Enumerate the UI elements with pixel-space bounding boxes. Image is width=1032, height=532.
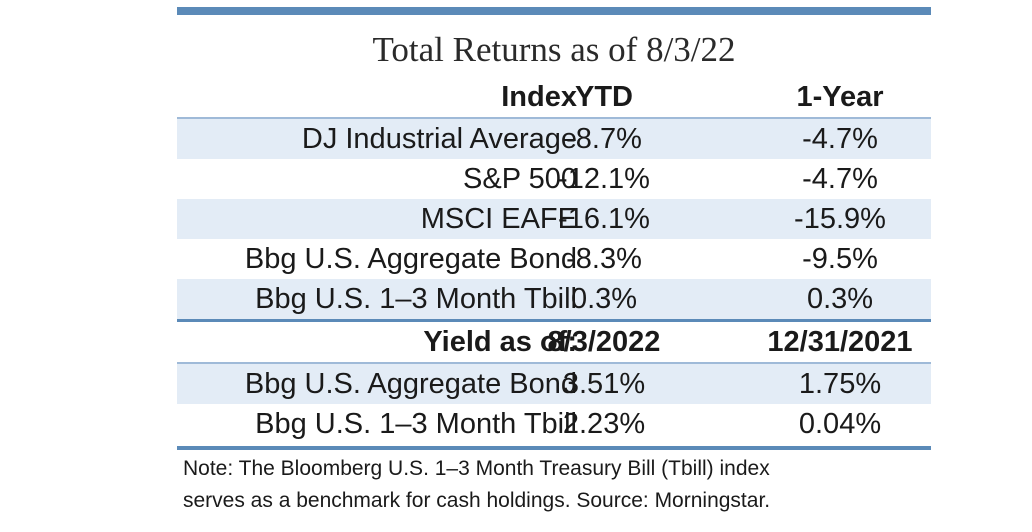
yield-date1-value: 3.51% <box>562 368 646 400</box>
header-yield-label: Yield as of: <box>423 326 577 358</box>
returns-table: Total Returns as of 8/3/22 Index YTD 1-Y… <box>177 7 931 450</box>
one-year-value: -15.9% <box>794 203 886 235</box>
index-name: Bbg U.S. 1–3 Month Tbill <box>255 408 577 440</box>
table-row: Bbg U.S. Aggregate Bond -8.3% -9.5% <box>177 239 931 279</box>
header-index: Index <box>501 81 577 113</box>
yield-date2-value: 0.04% <box>798 408 882 440</box>
ytd-value: -8.7% <box>566 123 642 155</box>
table-row: Bbg U.S. 1–3 Month Tbill 2.23% 0.04% <box>177 404 931 444</box>
ytd-value: -12.1% <box>558 163 650 195</box>
returns-header-row: Index YTD 1-Year <box>177 77 931 117</box>
footnote: Note: The Bloomberg U.S. 1–3 Month Treas… <box>183 453 943 517</box>
header-date2: 12/31/2021 <box>767 326 913 358</box>
table-row: MSCI EAFE -16.1% -15.9% <box>177 199 931 239</box>
header-ytd: YTD <box>575 81 633 113</box>
section-divider <box>177 319 931 322</box>
ytd-value: 0.3% <box>570 283 638 315</box>
top-accent-bar <box>177 7 931 15</box>
table-row: Bbg U.S. Aggregate Bond 3.51% 1.75% <box>177 362 931 404</box>
index-name: Bbg U.S. Aggregate Bond <box>244 368 577 400</box>
one-year-value: -4.7% <box>802 163 878 195</box>
footnote-line-1: Note: The Bloomberg U.S. 1–3 Month Treas… <box>183 457 770 480</box>
yield-header-row: Yield as of: 8/3/2022 12/31/2021 <box>177 322 931 362</box>
footnote-line-2: serves as a benchmark for cash holdings.… <box>183 489 771 512</box>
table-row: Bbg U.S. 1–3 Month Tbill 0.3% 0.3% <box>177 279 931 319</box>
index-name: Bbg U.S. 1–3 Month Tbill <box>255 283 577 315</box>
yield-date2-value: 1.75% <box>798 368 882 400</box>
index-name: DJ Industrial Average <box>301 123 577 155</box>
header-date1: 8/3/2022 <box>547 326 661 358</box>
header-one-year: 1-Year <box>796 81 884 113</box>
ytd-value: -16.1% <box>558 203 650 235</box>
table-row: DJ Industrial Average -8.7% -4.7% <box>177 117 931 159</box>
one-year-value: -4.7% <box>802 123 878 155</box>
index-name: MSCI EAFE <box>420 203 577 235</box>
ytd-value: -8.3% <box>566 243 642 275</box>
table-title: Total Returns as of 8/3/22 <box>372 30 736 69</box>
index-name: S&P 500 <box>463 163 577 195</box>
yield-date1-value: 2.23% <box>562 408 646 440</box>
one-year-value: -9.5% <box>802 243 878 275</box>
bottom-accent-bar <box>177 446 931 450</box>
table-row: S&P 500 -12.1% -4.7% <box>177 159 931 199</box>
index-name: Bbg U.S. Aggregate Bond <box>244 243 577 275</box>
one-year-value: 0.3% <box>806 283 874 315</box>
